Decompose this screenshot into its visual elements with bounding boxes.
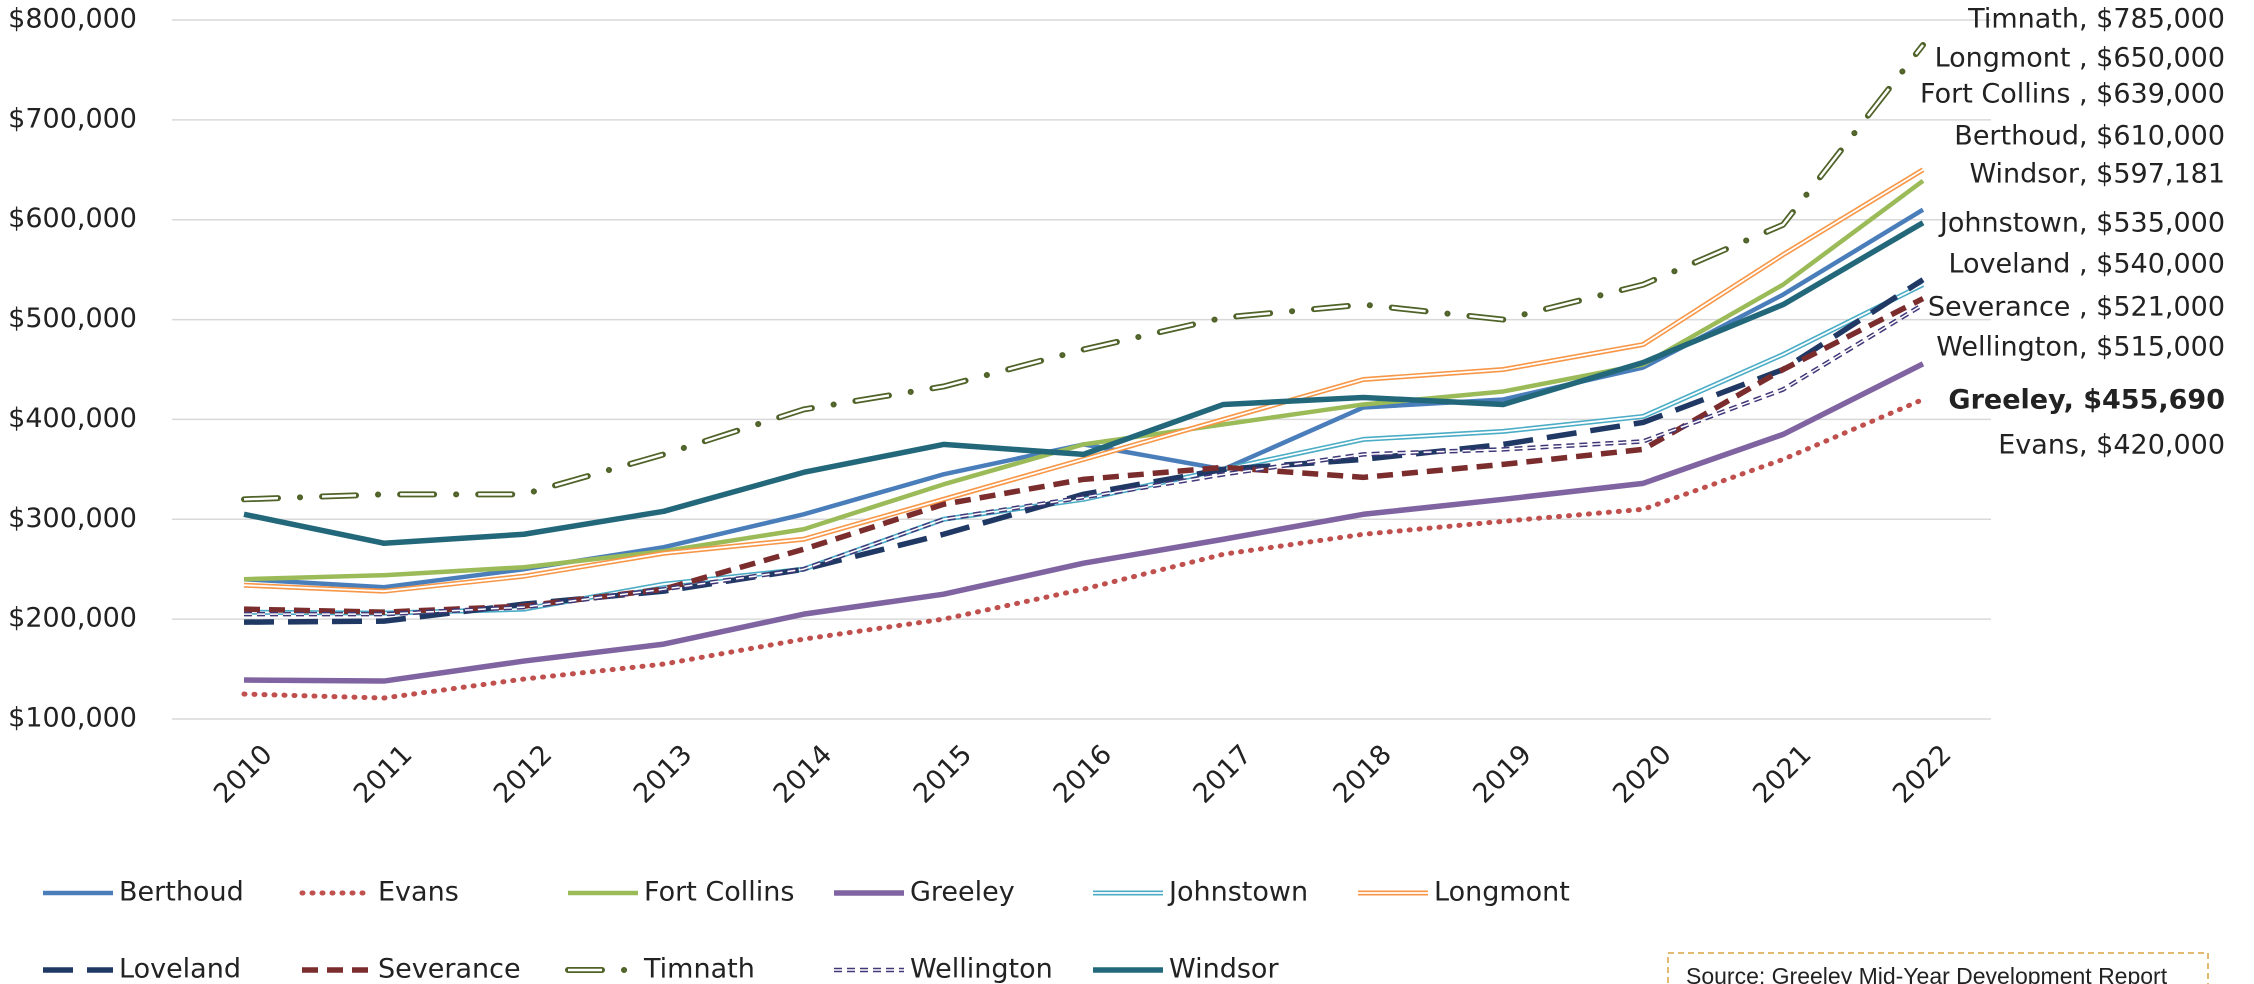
y-tick-label: $600,000 <box>8 203 137 234</box>
series-line <box>244 364 1923 681</box>
annotation: Loveland , $540,000 <box>1948 249 2225 280</box>
x-tick-label: 2019 <box>1467 739 1538 810</box>
legend-label: Longmont <box>1434 877 1570 908</box>
annotation: Evans, $420,000 <box>1998 430 2225 461</box>
x-tick-label: 2013 <box>628 739 699 810</box>
annotation: Severance , $521,000 <box>1928 292 2225 323</box>
legend-label: Timnath <box>643 954 755 984</box>
series-line-inner <box>244 170 1923 591</box>
legend-label: Severance <box>378 954 521 984</box>
legend-label: Berthoud <box>119 877 244 908</box>
y-tick-label: $800,000 <box>8 4 137 35</box>
x-tick-label: 2011 <box>348 739 419 810</box>
chart: Source: Greeley Mid-Year Development Rep… <box>0 0 2254 984</box>
x-tick-label: 2014 <box>768 739 839 810</box>
annotation: Johnstown, $535,000 <box>1938 208 2225 239</box>
legend-label: Windsor <box>1169 954 1279 984</box>
legend-label: Wellington <box>910 954 1053 984</box>
y-tick-label: $100,000 <box>8 703 137 734</box>
annotation: Longmont , $650,000 <box>1935 43 2225 74</box>
legend-label: Evans <box>378 877 459 908</box>
series-line <box>244 170 1923 591</box>
legend-label: Johnstown <box>1167 877 1308 908</box>
annotation: Fort Collins , $639,000 <box>1920 79 2225 110</box>
legend-label: Greeley <box>910 877 1015 908</box>
x-tick-label: 2015 <box>908 739 979 810</box>
y-tick-label: $300,000 <box>8 503 137 534</box>
annotation: Greeley, $455,690 <box>1948 385 2225 416</box>
x-tick-label: 2018 <box>1327 739 1398 810</box>
series-line <box>244 210 1923 587</box>
legend-label: Loveland <box>119 954 241 984</box>
y-tick-label: $400,000 <box>8 403 137 434</box>
x-tick-label: 2021 <box>1747 739 1818 810</box>
y-tick-label: $700,000 <box>8 103 137 134</box>
x-tick-label: 2020 <box>1607 739 1678 810</box>
annotation: Timnath, $785,000 <box>1967 4 2225 35</box>
annotation: Windsor, $597,181 <box>1969 159 2225 190</box>
y-tick-label: $500,000 <box>8 303 137 334</box>
annotation: Wellington, $515,000 <box>1936 332 2225 363</box>
x-tick-label: 2022 <box>1887 739 1958 810</box>
y-tick-label: $200,000 <box>8 603 137 634</box>
legend-label: Fort Collins <box>644 877 794 908</box>
annotation: Berthoud, $610,000 <box>1954 121 2225 152</box>
x-tick-label: 2012 <box>488 739 559 810</box>
x-tick-label: 2017 <box>1187 739 1258 810</box>
x-tick-label: 2016 <box>1048 739 1119 810</box>
x-tick-label: 2010 <box>208 739 279 810</box>
source-text: Source: Greeley Mid-Year Development Rep… <box>1686 963 2168 984</box>
